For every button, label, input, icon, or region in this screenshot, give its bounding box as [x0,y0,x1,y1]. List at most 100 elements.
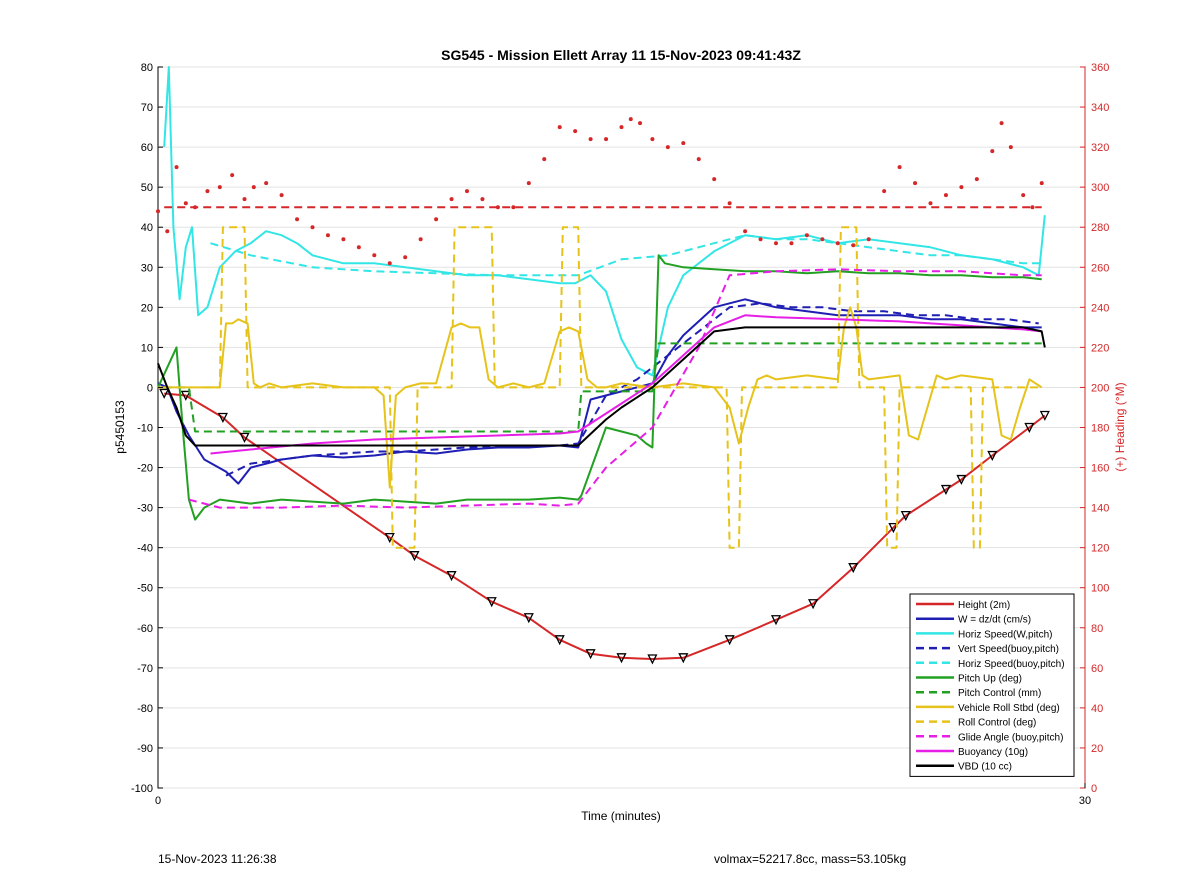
y-tick-label-left: 20 [141,302,153,314]
legend-label: Horiz Speed(W,pitch) [958,629,1052,640]
height-marker [159,388,170,399]
height-marker [1039,410,1050,421]
x-tick-label: 0 [155,795,161,807]
heading-point [758,237,763,242]
heading-point [251,185,256,190]
heading-point [434,217,439,222]
y-tick-label-left: -70 [137,663,153,675]
heading-point [242,197,247,202]
data-series [156,66,1050,665]
height-marker [808,599,819,610]
heading-point [325,233,330,238]
legend-box [909,593,1075,777]
height-marker [848,563,859,574]
y-tick-label-left: -30 [137,503,153,515]
y-axis-label-right: (+) Heading (°M) [1113,382,1127,471]
axes: -100-90-80-70-60-50-40-30-20-10010203040… [131,62,1109,807]
heading-point [999,121,1004,126]
heading-point [465,189,469,194]
legend-label: Horiz Speed(buoy,pitch) [958,659,1065,670]
heading-point [665,145,670,150]
x-axis-label: Time (minutes) [581,809,661,823]
heading-point [604,137,609,142]
heading-point [449,197,454,202]
heading-point [526,181,531,186]
heading-point [588,137,593,142]
height-marker [446,571,457,582]
y-tick-label-left: -90 [137,743,153,755]
legend-label: Buoyancy (10g) [958,747,1028,758]
height-marker [409,551,420,562]
heading-point [804,233,809,238]
height-marker [888,522,899,534]
height-marker [523,613,534,624]
heading-point [205,189,210,194]
y-tick-label-right: 120 [1091,543,1109,555]
y-tick-label-right: 100 [1091,583,1109,595]
chart-title: SG545 - Mission Ellett Array 11 15-Nov-2… [441,47,801,63]
heading-point [341,237,346,242]
y-tick-label-right: 160 [1091,463,1109,475]
heading-point [418,237,423,242]
y-tick-label-right: 320 [1091,142,1109,154]
heading-point [542,157,547,162]
y-tick-label-right: 60 [1091,663,1103,675]
heading-point [183,201,188,206]
heading-point [727,201,732,206]
heading-point [820,237,825,242]
heading-point [913,181,918,186]
y-tick-label-right: 80 [1091,623,1103,635]
y-tick-label-left: 10 [141,342,153,354]
y-tick-label-right: 0 [1091,783,1097,795]
height-marker [940,484,952,496]
y-tick-label-right: 220 [1091,342,1109,354]
y-tick-label-right: 240 [1091,302,1109,314]
heading-point [851,243,856,248]
heading-point [403,255,408,260]
heading-point [372,253,377,258]
heading-point [1021,193,1026,198]
heading-point [928,201,933,206]
y-tick-label-left: 30 [141,262,153,274]
height-marker [987,450,998,461]
heading-point [835,241,840,246]
height-marker [770,615,782,626]
heading-point [866,237,871,242]
heading-point [480,197,485,202]
y-tick-label-right: 340 [1091,102,1109,114]
y-tick-label-left: -100 [131,783,153,795]
y-tick-label-right: 280 [1091,222,1109,234]
heading-point [1039,181,1044,186]
y-tick-label-right: 260 [1091,262,1109,274]
footer-volmax-mass: volmax=52217.8cc, mass=53.105kg [714,852,907,866]
heading-point [165,229,170,234]
y-tick-label-right: 360 [1091,62,1109,74]
height-marker [1024,422,1035,433]
heading-point [959,185,964,190]
heading-point [310,225,315,230]
series-roll-control-deg [204,226,1042,549]
y-tick-label-right: 140 [1091,503,1109,515]
series-vert-speed-buoy-pitch [225,302,1039,477]
heading-point [882,189,887,194]
series-buoyancy-10g [210,314,1042,455]
legend-label: Vert Speed(buoy,pitch) [958,644,1059,655]
heading-point [387,261,392,266]
y-tick-label-right: 180 [1091,423,1109,435]
heading-point [650,137,655,142]
heading-point [943,193,948,198]
series-pitch-up-deg [157,254,1042,521]
heading-point [774,241,778,246]
series-vehicle-roll-stbd-deg [158,306,1043,489]
series-pitch-control-mm [164,342,1042,433]
height-marker [647,654,658,665]
footer-timestamp: 15-Nov-2023 11:26:38 [158,852,277,866]
legend-label: Height (2m) [958,600,1010,611]
heading-point [1030,205,1035,210]
y-tick-label-right: 20 [1091,743,1103,755]
height-marker [239,432,250,443]
height-marker [616,653,627,664]
y-tick-label-left: -60 [137,623,153,635]
height-marker [900,510,911,522]
